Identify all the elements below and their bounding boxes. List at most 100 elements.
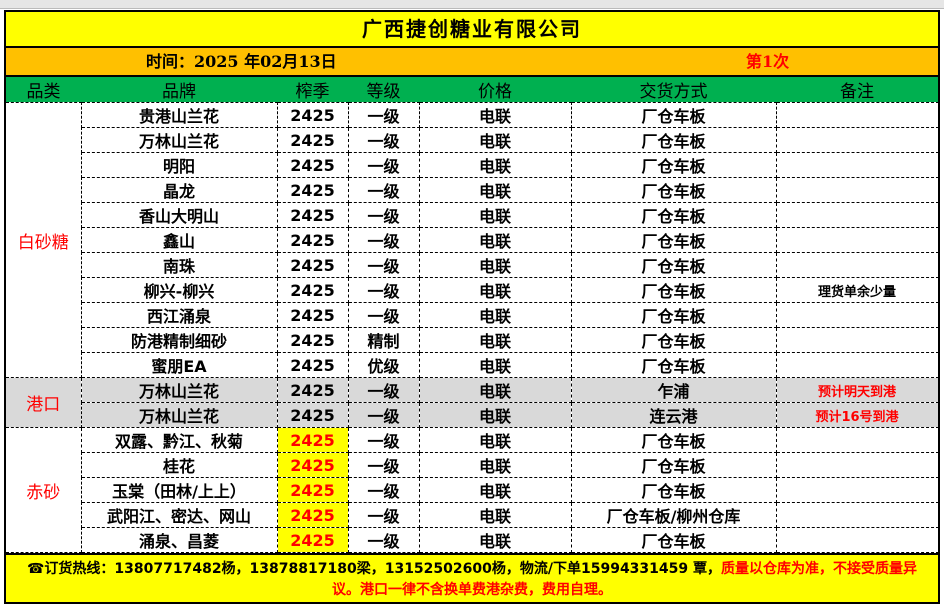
table-cell: 一级 <box>347 477 420 503</box>
table-cell: 蜜朋EA <box>80 352 278 378</box>
table-cell: 厂仓车板 <box>570 227 777 253</box>
table-cell: 柳兴-柳兴 <box>80 277 278 303</box>
price-table: 品类 品牌 榨季 等级 价格 交货方式 备注 白砂糖 贵港山兰花 2425 一级 电联 厂仓车板 万林山兰… <box>6 77 939 553</box>
table-cell: 厂仓车板 <box>570 352 777 378</box>
table-cell: 明阳 <box>80 152 278 178</box>
table-cell: 一级 <box>347 502 420 528</box>
table-cell: 双露、黔江、秋菊 <box>80 427 278 453</box>
table-row: 港口 万林山兰花 2425 一级 电联 乍浦 预计明天到港 <box>6 377 939 428</box>
table-cell: 优级 <box>347 352 420 378</box>
table-row: 玉棠（田林/上上） 2425 一级 电联 厂仓车板 <box>6 477 939 503</box>
table-cell: 电联 <box>418 427 572 453</box>
table-cell: 2425 <box>276 202 349 228</box>
table-cell: 电联 <box>418 277 572 303</box>
table-cell: 电联 <box>418 402 572 428</box>
table-cell: 电联 <box>418 102 572 128</box>
table-cell: 电联 <box>418 227 572 253</box>
table-row: 涌泉、昌菱 2425 一级 电联 厂仓车板 <box>6 527 939 553</box>
table-cell: 2425 <box>276 427 349 453</box>
table-cell: 2425 <box>276 352 349 378</box>
column-header: 价格 <box>419 77 571 103</box>
column-header: 榨季 <box>277 77 348 103</box>
column-header: 等级 <box>348 77 419 103</box>
table-cell: 2425 <box>276 177 349 203</box>
table-cell: 电联 <box>418 252 572 278</box>
table-cell: 电联 <box>418 152 572 178</box>
table-cell: 厂仓车板 <box>570 252 777 278</box>
table-cell: 厂仓车板/柳州仓库 <box>570 502 777 528</box>
date-text: 时间：2025 年02月13日 <box>146 52 337 71</box>
table-cell: 厂仓车板 <box>570 202 777 228</box>
table-cell: 预计明天到港 <box>775 377 939 403</box>
table-cell: 涌泉、昌菱 <box>80 527 278 553</box>
table-row: 明阳 2425 一级 电联 厂仓车板 <box>6 152 939 178</box>
table-cell: 电联 <box>418 502 572 528</box>
table-cell: 一级 <box>347 127 420 153</box>
table-cell: 厂仓车板 <box>570 152 777 178</box>
table-row: 赤砂 双露、黔江、秋菊 2425 一级 电联 厂仓车板 <box>6 427 939 553</box>
category-cell: 白砂糖 <box>6 102 82 378</box>
table-cell <box>775 177 939 203</box>
table-cell: 电联 <box>418 327 572 353</box>
table-row: 防港精制细砂 2425 精制 电联 厂仓车板 <box>6 327 939 353</box>
table-cell: 厂仓车板 <box>570 452 777 478</box>
column-header: 备注 <box>776 77 938 103</box>
table-cell: 厂仓车板 <box>570 527 777 553</box>
table-cell: 万林山兰花 <box>80 377 278 403</box>
table-row: 西江涌泉 2425 一级 电联 厂仓车板 <box>6 302 939 328</box>
table-cell: 厂仓车板 <box>570 102 777 128</box>
notice-text: 质量以仓库为准，不接受质量异议。港口一律不含换单费港杂费，费用自理。 <box>332 561 918 598</box>
table-cell: 一级 <box>347 177 420 203</box>
category-cell: 赤砂 <box>6 427 82 553</box>
table-cell <box>775 327 939 353</box>
column-header: 交货方式 <box>571 77 776 103</box>
table-cell: 2425 <box>276 452 349 478</box>
table-cell: 厂仓车板 <box>570 302 777 328</box>
table-cell: 2425 <box>276 102 349 128</box>
table-row: 武阳江、密达、网山 2425 一级 电联 厂仓车板/柳州仓库 <box>6 502 939 528</box>
table-cell: 2425 <box>276 302 349 328</box>
table-cell: 2425 <box>276 502 349 528</box>
table-cell: 预计16号到港 <box>775 402 939 428</box>
table-cell <box>775 302 939 328</box>
table-cell <box>775 477 939 503</box>
table-cell: 一级 <box>347 252 420 278</box>
table-cell: 2425 <box>276 477 349 503</box>
table-cell: 桂花 <box>80 452 278 478</box>
table-cell: 厂仓车板 <box>570 427 777 453</box>
hotline-text: ☎订货热线：13807717482杨，13878817180梁，13152502… <box>26 561 722 577</box>
table-cell: 电联 <box>418 452 572 478</box>
table-cell: 武阳江、密达、网山 <box>80 502 278 528</box>
table-cell: 万林山兰花 <box>80 127 278 153</box>
table-cell: 鑫山 <box>80 227 278 253</box>
table-cell <box>775 502 939 528</box>
table-cell <box>775 102 939 128</box>
table-cell: 厂仓车板 <box>570 177 777 203</box>
table-cell <box>775 202 939 228</box>
table-cell: 电联 <box>418 127 572 153</box>
table-cell: 电联 <box>418 177 572 203</box>
table-row: 万林山兰花 2425 一级 电联 厂仓车板 <box>6 127 939 153</box>
table-cell: 一级 <box>347 527 420 553</box>
table-cell: 电联 <box>418 527 572 553</box>
table-cell <box>775 152 939 178</box>
table-cell: 一级 <box>347 277 420 303</box>
table-cell: 电联 <box>418 302 572 328</box>
table-cell: 精制 <box>347 327 420 353</box>
table-cell <box>775 352 939 378</box>
table-cell: 一级 <box>347 302 420 328</box>
footer-notice: ☎订货热线：13807717482杨，13878817180梁，13152502… <box>6 553 938 602</box>
table-row: 南珠 2425 一级 电联 厂仓车板 <box>6 252 939 278</box>
table-row: 桂花 2425 一级 电联 厂仓车板 <box>6 452 939 478</box>
table-row: 香山大明山 2425 一级 电联 厂仓车板 <box>6 202 939 228</box>
table-row: 晶龙 2425 一级 电联 厂仓车板 <box>6 177 939 203</box>
table-cell: 晶龙 <box>80 177 278 203</box>
table-cell: 万林山兰花 <box>80 402 278 428</box>
table-row: 蜜朋EA 2425 优级 电联 厂仓车板 <box>6 352 939 378</box>
table-cell: 香山大明山 <box>80 202 278 228</box>
round-text: 第1次 <box>746 52 790 71</box>
table-cell <box>775 427 939 453</box>
table-row: 柳兴-柳兴 2425 一级 电联 厂仓车板 理货单余少量 <box>6 277 939 303</box>
table-cell: 2425 <box>276 327 349 353</box>
table-cell: 2425 <box>276 277 349 303</box>
